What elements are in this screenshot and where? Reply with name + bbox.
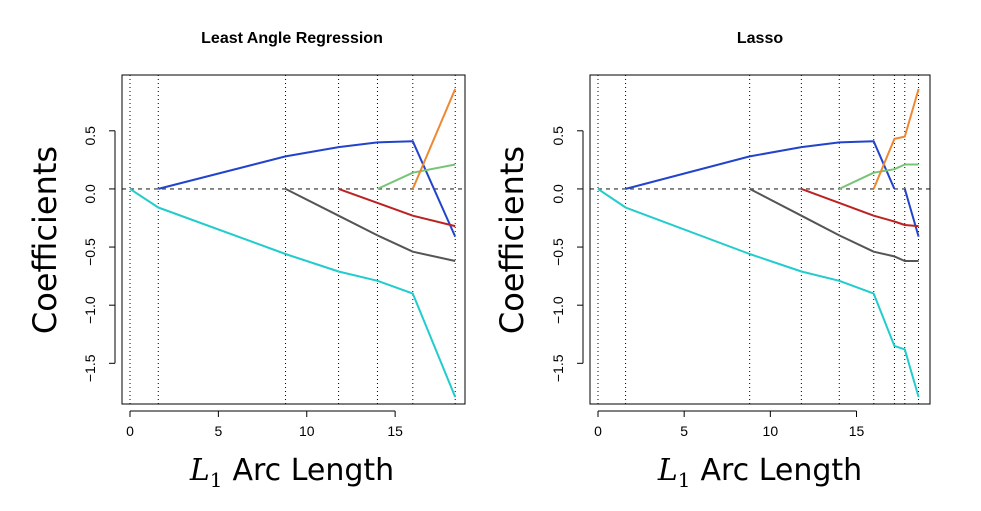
lasso-series-orange	[872, 88, 920, 190]
lasso-plot-frame	[589, 74, 931, 405]
lar-series-gray	[285, 188, 456, 262]
lar-y-axis-label: Coefficients	[26, 146, 64, 334]
lar-series-orange	[411, 88, 457, 190]
lar-title: Least Angle Regression	[201, 30, 383, 47]
lasso-y-tick-label-3: 0.0	[550, 184, 566, 204]
lasso-series-blue-reentry	[903, 188, 920, 237]
lasso-series-green	[838, 163, 919, 190]
lasso-series-blue	[625, 140, 896, 190]
lasso-x-axis-subscript: 1	[678, 468, 691, 492]
lar-y-tick-label-0: −1.5	[82, 354, 98, 382]
lar-x-tick-label-1: 5	[214, 423, 222, 439]
lasso-series-red	[801, 187, 919, 228]
lasso-y-tick-label-2: −0.5	[550, 238, 566, 266]
lar-x-axis-text: Arc Length	[232, 453, 394, 488]
lar-x-tick-label-2: 10	[299, 423, 315, 439]
lar-y-tick-label-3: 0.0	[82, 184, 98, 204]
lasso-y-tick-label-1: −1.0	[550, 296, 566, 324]
lasso-title: Lasso	[737, 30, 783, 47]
lasso-x-axis-text: Arc Length	[700, 453, 862, 488]
lar-series-red	[338, 187, 456, 228]
lasso-x-tick-label-0: 0	[594, 423, 602, 439]
lasso-x-tick-label-3: 15	[849, 423, 865, 439]
lar-x-axis-subscript: 1	[210, 468, 223, 492]
lasso-series-gray	[749, 188, 919, 262]
lasso-x-tick-label-1: 5	[680, 423, 688, 439]
lar-plot-frame	[121, 74, 466, 405]
lar-series-blue	[158, 140, 457, 238]
lasso-x-tick-label-2: 10	[763, 423, 779, 439]
lasso-y-tick-label-4: 0.5	[550, 126, 566, 146]
lar-series-cyan	[129, 188, 457, 398]
lasso-panel: Lasso Coefficients L1 Arc Length 0 5 10 15 −1…	[493, 30, 931, 492]
lasso-x-axis-symbol: L	[657, 453, 678, 488]
lar-panel: Least Angle Regression Coefficients L1 Ar…	[26, 30, 466, 492]
lar-y-tick-label-1: −1.0	[82, 296, 98, 324]
lasso-y-axis-label: Coefficients	[493, 146, 531, 334]
lar-x-tick-label-3: 15	[387, 423, 403, 439]
lar-y-tick-label-2: −0.5	[82, 238, 98, 266]
lar-y-tick-label-4: 0.5	[82, 126, 98, 146]
lasso-y-tick-label-0: −1.5	[550, 354, 566, 382]
lasso-series-cyan	[597, 188, 920, 398]
lar-x-tick-label-0: 0	[126, 423, 134, 439]
lar-x-axis-label: L1 Arc Length	[189, 453, 394, 492]
lar-x-axis-symbol: L	[189, 453, 210, 488]
lar-series-green	[377, 163, 456, 190]
lasso-x-axis-label: L1 Arc Length	[657, 453, 862, 492]
